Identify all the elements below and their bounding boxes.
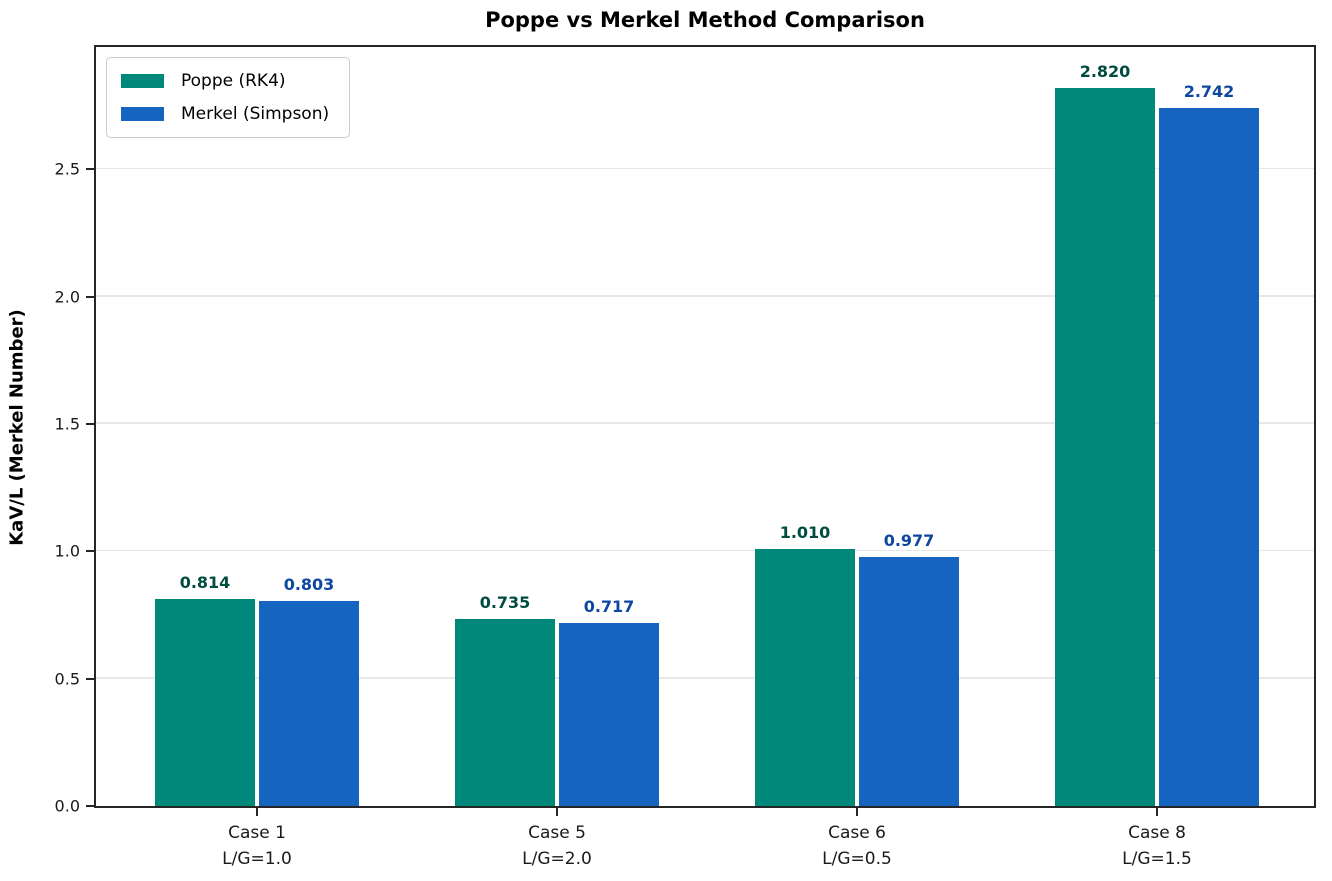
y-tick-label: 0.0 (54, 796, 80, 816)
x-tick-label-case: Case 1 (228, 823, 286, 843)
x-tick-label-case: Case 6 (828, 823, 886, 843)
x-tick-label-lg-ratio: L/G=1.0 (222, 849, 292, 869)
bar-value-label: 2.742 (1183, 81, 1235, 101)
y-tick-mark (86, 295, 94, 298)
x-tick-label: Case 5 L/G=2.0 (457, 820, 657, 872)
gridline (96, 422, 1314, 424)
bar (1159, 107, 1259, 806)
legend-swatch-poppe (121, 74, 164, 88)
bar (259, 601, 359, 806)
bar-value-label: 0.735 (479, 592, 531, 612)
y-tick-label: 1.0 (54, 541, 80, 561)
gridline (96, 295, 1314, 297)
x-tick-mark (256, 808, 258, 816)
x-tick-label: Case 1 L/G=1.0 (157, 820, 357, 872)
y-tick-mark (86, 677, 94, 680)
x-tick-label-case: Case 5 (528, 823, 586, 843)
plot-area: 0.814 0.803 0.735 0.717 1.010 0.977 2.820 2.742… (94, 45, 1316, 808)
x-tick-label: Case 6 L/G=0.5 (757, 820, 957, 872)
x-tick-label-lg-ratio: L/G=1.5 (1122, 849, 1192, 869)
y-tick-mark (86, 550, 94, 553)
bar-value-label: 0.814 (179, 572, 231, 592)
y-tick-mark (86, 805, 94, 807)
chart-title: Poppe vs Merkel Method Comparison (485, 8, 925, 32)
y-tick-label: 1.5 (54, 414, 80, 434)
bar (1055, 87, 1155, 806)
bar-value-label: 1.010 (779, 522, 831, 542)
gridline (96, 677, 1314, 679)
y-tick-label: 2.0 (54, 287, 80, 307)
x-tick-mark (856, 808, 858, 816)
legend: Poppe (RK4) Merkel (Simpson) (106, 57, 351, 138)
y-tick-label: 2.5 (54, 159, 80, 179)
x-tick-mark (1156, 808, 1158, 816)
legend-label-poppe: Poppe (RK4) (181, 71, 286, 91)
y-tick-label: 0.5 (54, 669, 80, 689)
bar (155, 598, 255, 806)
legend-item-merkel: Merkel (Simpson) (121, 104, 329, 124)
y-tick-mark (86, 168, 94, 171)
bar-value-label: 0.717 (583, 597, 635, 617)
legend-label-merkel: Merkel (Simpson) (181, 104, 330, 124)
x-tick-label-case: Case 8 (1128, 823, 1186, 843)
x-tick-mark (556, 808, 558, 816)
bar-value-label: 0.803 (283, 575, 335, 595)
gridline (96, 549, 1314, 552)
legend-swatch-merkel (121, 107, 164, 121)
bar (859, 557, 959, 806)
bar-value-label: 2.820 (1079, 61, 1131, 81)
y-tick-mark (86, 422, 94, 425)
gridline (96, 167, 1314, 170)
bar (559, 623, 659, 806)
bar (455, 618, 555, 806)
legend-item-poppe: Poppe (RK4) (121, 71, 329, 91)
x-tick-label: Case 8 L/G=1.5 (1057, 820, 1257, 872)
x-tick-label-lg-ratio: L/G=0.5 (822, 849, 892, 869)
x-tick-label-lg-ratio: L/G=2.0 (522, 849, 592, 869)
bar (755, 548, 855, 806)
bar-value-label: 0.977 (883, 531, 935, 551)
